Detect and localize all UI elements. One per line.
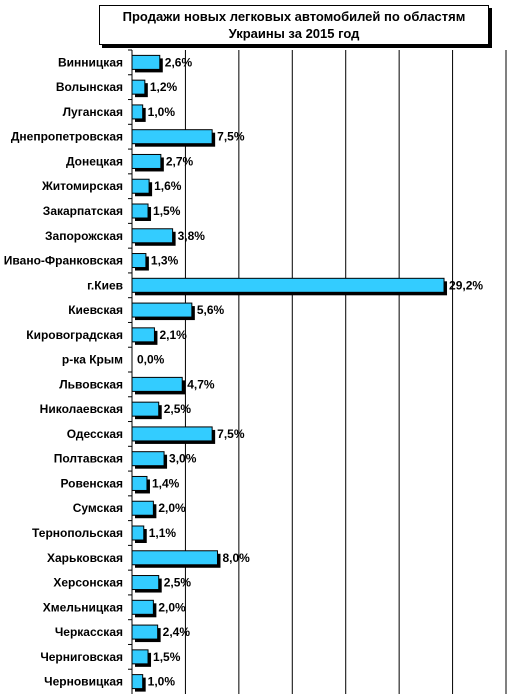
bar [131,475,148,491]
bar [131,624,159,640]
category-label: Николаевская [40,402,123,416]
value-label: 3,8% [178,229,206,243]
category-label: г.Киев [87,278,123,292]
value-label: 1,0% [148,675,176,689]
value-label: 1,2% [150,80,178,94]
value-label: 29,2% [449,278,483,292]
bar [131,376,183,392]
category-label: Полтавская [54,452,123,466]
chart-title-line2: Украины за 2015 год [228,26,360,41]
bar [131,327,155,343]
bar [131,550,218,566]
value-label: 1,1% [149,526,177,540]
bar [131,203,149,219]
value-label: 2,7% [166,154,194,168]
value-label: 1,3% [151,254,179,268]
bar [131,525,145,541]
category-label: Харьковская [47,551,123,565]
value-label: 1,5% [153,650,181,664]
value-label: 1,5% [153,204,181,218]
value-label: 2,4% [163,625,191,639]
bar [131,649,149,665]
category-label: Закарпатская [43,204,123,218]
category-label: Волынская [56,80,123,94]
category-label: Хмельницкая [43,600,123,614]
bar [131,178,150,194]
value-label: 3,0% [169,452,197,466]
bar [131,277,445,293]
value-label: 1,4% [152,476,180,490]
category-label: Днепропетровская [11,130,123,144]
bar [131,302,193,318]
bar [131,451,165,467]
category-label: Кировоградская [26,328,123,342]
value-label: 8,0% [222,551,250,565]
category-label: Херсонская [53,576,123,590]
bar [131,599,154,615]
value-label: 1,6% [154,179,182,193]
value-label: 5,6% [197,303,225,317]
category-label: Тернопольская [32,526,123,540]
value-label: 0,0% [137,353,165,367]
category-label: Черновицкая [44,675,123,689]
chart-title-line1: Продажи новых легковых автомобилей по об… [122,9,466,24]
category-label: Черкасская [55,625,123,639]
value-label: 4,7% [187,377,215,391]
bar [131,79,146,95]
category-label: р-ка Крым [62,353,123,367]
value-label: 2,1% [159,328,187,342]
value-label: 2,6% [165,55,193,69]
category-label: Киевская [68,303,123,317]
bar [131,54,161,70]
bar [131,401,160,417]
value-label: 2,5% [164,576,192,590]
bar [131,253,147,269]
value-label: 2,5% [164,402,192,416]
category-label: Ровенская [60,476,123,490]
value-label: 7,5% [217,130,245,144]
chart-title: Продажи новых легковых автомобилей по об… [99,5,489,45]
bar [131,426,213,442]
bar [131,500,154,516]
category-label: Житомирская [41,179,123,193]
bar [131,575,160,591]
category-label: Одесская [67,427,123,441]
value-label: 7,5% [217,427,245,441]
value-label: 2,0% [158,501,186,515]
category-label: Винницкая [58,55,123,69]
bar [131,129,213,145]
bar [131,153,162,169]
category-label: Черниговская [40,650,123,664]
bar [131,674,144,690]
value-label: 1,0% [148,105,176,119]
category-label: Луганская [63,105,123,119]
bar [131,228,174,244]
bar [131,104,144,120]
category-label: Донецкая [66,154,123,168]
category-label: Ивано-Франковская [4,254,123,268]
category-label: Запорожская [45,229,123,243]
value-label: 2,0% [158,600,186,614]
category-label: Сумская [73,501,123,515]
category-label: Львовская [59,377,123,391]
